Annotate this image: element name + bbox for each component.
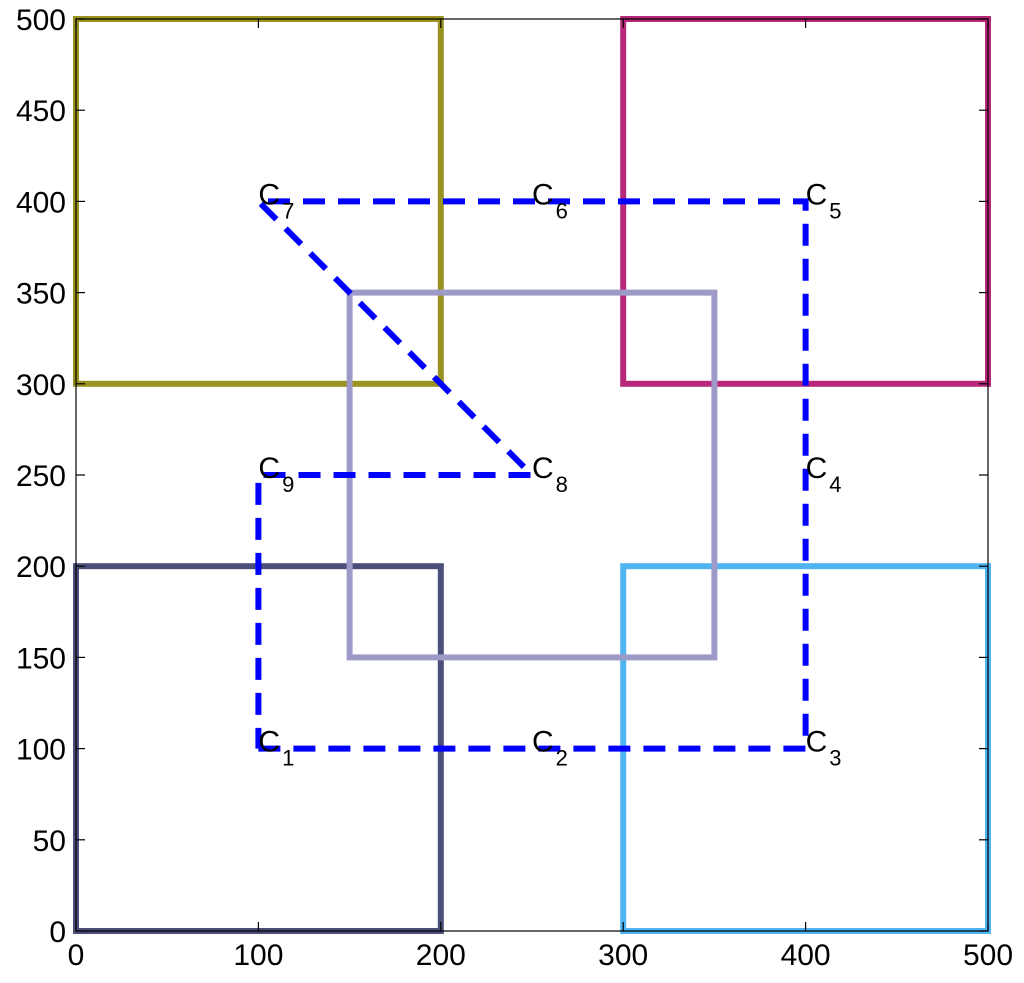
x-tick-label: 0: [68, 939, 85, 972]
point-labels-layer: C1 C2 C3 C4 C5 C6 C7 C8 C9: [258, 178, 841, 770]
y-tick-label: 450: [16, 95, 66, 128]
y-tick-label: 200: [16, 551, 66, 584]
y-tick-label: 50: [33, 825, 66, 858]
point-label: C5: [806, 178, 842, 223]
y-tick-label: 300: [16, 369, 66, 402]
y-tick-label: 350: [16, 278, 66, 311]
point-label: C2: [532, 726, 568, 771]
point-label: C8: [532, 452, 568, 497]
y-tick-label: 250: [16, 460, 66, 493]
point-label: C4: [806, 452, 842, 497]
point-label: C9: [258, 452, 294, 497]
y-tick-label: 150: [16, 642, 66, 675]
point-label: C3: [806, 726, 842, 771]
x-tick-label: 100: [233, 939, 283, 972]
point-label: C6: [532, 178, 568, 223]
x-tick-label: 200: [416, 939, 466, 972]
axes-layer: 0 100 200 300 400 500 0 50 100 150 200 250 300 350 400…: [16, 4, 1013, 972]
y-tick-label: 400: [16, 186, 66, 219]
x-tick-label: 500: [963, 939, 1013, 972]
path-layer: [251, 198, 809, 752]
y-tick-label: 500: [16, 4, 66, 37]
point-label: C1: [258, 726, 294, 771]
x-tick-label: 400: [781, 939, 831, 972]
point-label: C7: [258, 178, 294, 223]
dashed-path-line: [251, 198, 809, 752]
y-tick-label: 100: [16, 734, 66, 767]
y-tick-label: 0: [49, 916, 66, 949]
x-tick-label: 300: [598, 939, 648, 972]
